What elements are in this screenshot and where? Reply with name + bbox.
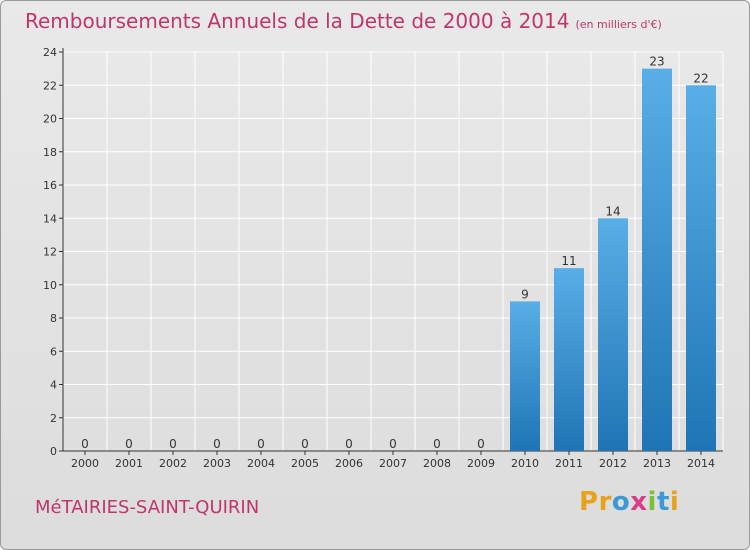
data-label-2002: 0 <box>169 437 177 451</box>
data-label-2014: 22 <box>693 71 708 85</box>
commune-name: MéTAIRIES-SAINT-QUIRIN <box>35 497 260 518</box>
x-tick-label: 2008 <box>423 457 451 470</box>
bar-2014 <box>686 85 716 451</box>
y-tick-label: 10 <box>43 279 57 292</box>
logo-letter: t <box>656 487 670 517</box>
x-tick-label: 2009 <box>467 457 495 470</box>
logo-letter: i <box>669 487 680 517</box>
x-tick-label: 2012 <box>599 457 627 470</box>
logo-letter: o <box>611 487 631 517</box>
y-tick-label: 14 <box>43 212 57 225</box>
x-tick-label: 2011 <box>555 457 583 470</box>
data-label-2005: 0 <box>301 437 309 451</box>
y-tick-label: 8 <box>50 312 57 325</box>
data-labels: 0 0 0 0 0 0 0 0 0 0 9 11 14 23 22 <box>81 55 708 451</box>
y-tick-label: 24 <box>43 46 57 59</box>
chart-unit-label: (en milliers d'€) <box>575 18 662 31</box>
data-label-2006: 0 <box>345 437 353 451</box>
y-tick-label: 2 <box>50 412 57 425</box>
data-label-2000: 0 <box>81 437 89 451</box>
x-tick-label: 2006 <box>335 457 363 470</box>
chart-title: Remboursements Annuels de la Dette de 20… <box>25 9 662 33</box>
data-label-2010: 9 <box>521 287 529 301</box>
bars <box>510 68 716 451</box>
data-label-2008: 0 <box>433 437 441 451</box>
x-tick-label: 2003 <box>203 457 231 470</box>
x-tick-label: 2004 <box>247 457 275 470</box>
x-tick-label: 2000 <box>71 457 99 470</box>
data-label-2011: 11 <box>561 254 576 268</box>
data-label-2004: 0 <box>257 437 265 451</box>
y-tick-label: 12 <box>43 246 57 259</box>
x-tick-label: 2001 <box>115 457 143 470</box>
x-tick-label: 2005 <box>291 457 319 470</box>
y-tick-label: 20 <box>43 113 57 126</box>
data-label-2012: 14 <box>605 204 620 218</box>
bar-2013 <box>642 68 672 451</box>
data-label-2009: 0 <box>477 437 485 451</box>
y-tick-label: 4 <box>50 379 57 392</box>
x-tick-label: 2013 <box>643 457 671 470</box>
y-tick-label: 18 <box>43 146 57 159</box>
y-tick-label: 0 <box>50 445 57 458</box>
logo-letter: P <box>579 487 599 517</box>
bar-2010 <box>510 301 540 451</box>
logo-letter: x <box>630 487 648 517</box>
bar-2012 <box>598 218 628 451</box>
logo-letter: i <box>647 487 657 517</box>
chart-title-text: Remboursements Annuels de la Dette de 20… <box>25 9 570 33</box>
y-tick-label: 16 <box>43 179 57 192</box>
x-tick-label: 2002 <box>159 457 187 470</box>
data-label-2001: 0 <box>125 437 133 451</box>
x-tick-label: 2014 <box>687 457 715 470</box>
y-tick-label: 22 <box>43 79 57 92</box>
bar-2011 <box>554 268 584 451</box>
x-tick-label: 2007 <box>379 457 407 470</box>
logo-letter: r <box>598 487 612 517</box>
data-label-2013: 23 <box>649 55 664 69</box>
proxiti-logo: Proxiti <box>579 487 679 517</box>
data-label-2007: 0 <box>389 437 397 451</box>
data-label-2003: 0 <box>213 437 221 451</box>
x-tick-label: 2010 <box>511 457 539 470</box>
y-tick-label: 6 <box>50 345 57 358</box>
